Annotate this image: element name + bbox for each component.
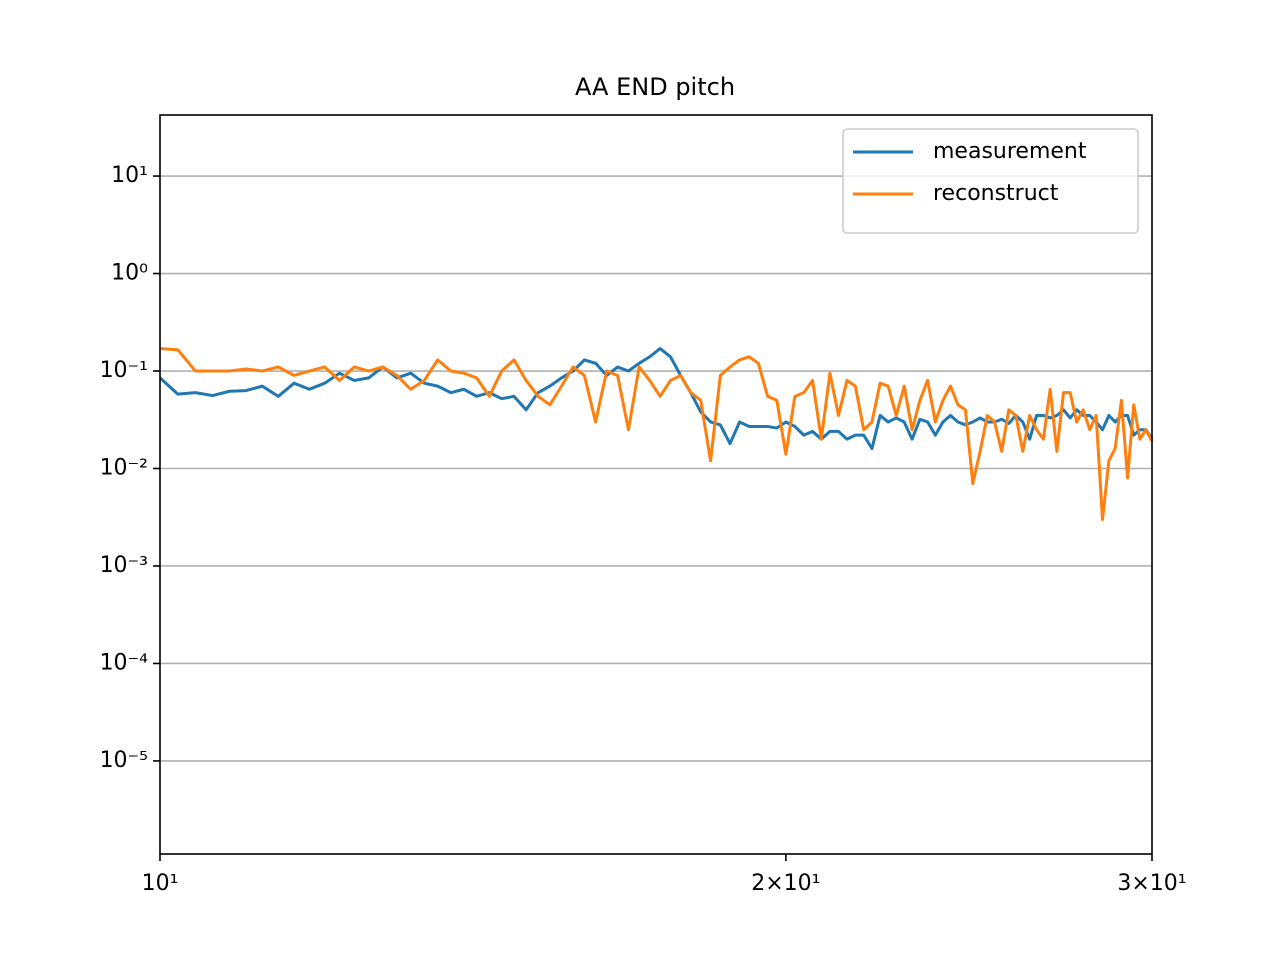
y-tick-label: 10⁻¹: [100, 358, 148, 383]
legend-label: reconstruct: [933, 181, 1059, 206]
y-tick-label: 10⁻⁴: [100, 650, 149, 675]
y-tick-label: 10¹: [111, 163, 148, 188]
series-line: [159, 347, 1154, 521]
x-tick-label: 3×10¹: [1117, 871, 1186, 896]
y-tick-label: 10⁻²: [100, 455, 148, 480]
y-tick-label: 10⁻⁵: [100, 748, 148, 773]
legend-box: [842, 128, 1139, 234]
y-tick-label: 10⁰: [111, 261, 148, 286]
y-tick-label: 10⁻³: [100, 553, 148, 578]
axes-frame: [159, 114, 1153, 855]
x-tick-label: 2×10¹: [751, 871, 820, 896]
chart-title: AA END pitch: [575, 73, 735, 101]
legend-label: measurement: [933, 139, 1087, 164]
x-tick-label: 10¹: [142, 871, 179, 896]
